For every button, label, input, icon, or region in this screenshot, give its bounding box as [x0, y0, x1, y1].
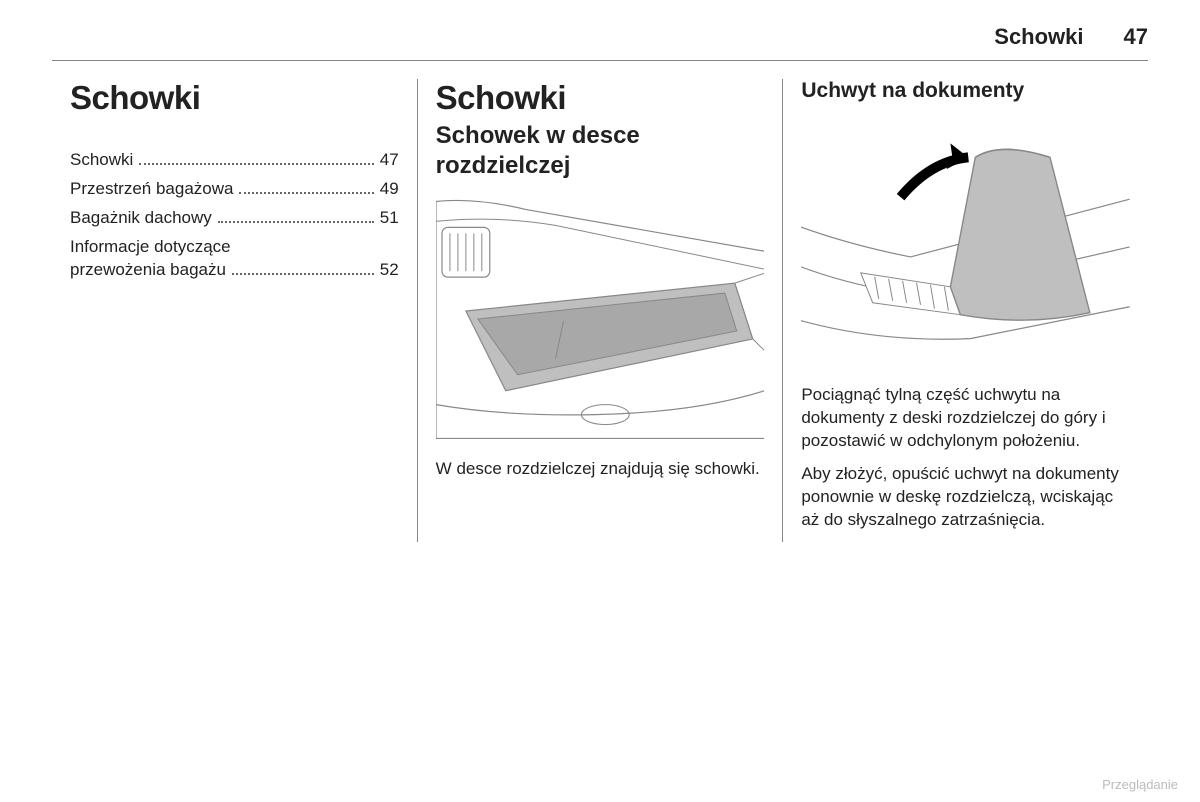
caption-text: W desce rozdzielczej znajdują się schowk… [436, 458, 765, 481]
footer-watermark: Przeglądanie [1102, 777, 1178, 792]
body-text: Aby złożyć, opuścić uchwyt na dokumenty … [801, 463, 1130, 532]
subsection-title: Schowek w desce rozdzielczej [436, 121, 765, 181]
toc-label: Informacje dotyczące [70, 236, 399, 259]
document-holder-illustration [801, 117, 1130, 365]
toc-label: Schowki [70, 149, 133, 172]
toc-page: 47 [380, 149, 399, 172]
section-title: Schowki [436, 79, 765, 117]
header-page-number: 47 [1124, 24, 1148, 50]
toc-page: 49 [380, 178, 399, 201]
page-header: Schowki 47 [52, 24, 1148, 61]
chapter-title: Schowki [70, 79, 399, 117]
toc-dots [218, 221, 374, 223]
body-text: Pociągnąć tylną część uchwytu na dokumen… [801, 384, 1130, 453]
toc-label: Przestrzeń bagażowa [70, 178, 233, 201]
header-section-title: Schowki [994, 24, 1083, 50]
page: Schowki 47 Schowki Schowki 47 Przestrzeń… [0, 0, 1200, 542]
toc-item: Informacje dotyczące przewożenia bagażu … [70, 236, 399, 282]
column-toc: Schowki Schowki 47 Przestrzeń bagażowa 4… [52, 79, 417, 542]
glovebox-illustration [436, 191, 765, 439]
toc-dots [139, 163, 373, 165]
subsection-title: Uchwyt na dokumenty [801, 79, 1130, 103]
toc-label: Bagażnik dachowy [70, 207, 212, 230]
columns: Schowki Schowki 47 Przestrzeń bagażowa 4… [52, 79, 1148, 542]
toc-page: 51 [380, 207, 399, 230]
toc-item: Bagażnik dachowy 51 [70, 207, 399, 230]
toc-item: Schowki 47 [70, 149, 399, 172]
toc-dots [232, 273, 374, 275]
toc-dots [239, 192, 373, 194]
toc-item: Przestrzeń bagażowa 49 [70, 178, 399, 201]
toc-page: 52 [380, 259, 399, 282]
column-right: Uchwyt na dokumenty [782, 79, 1148, 542]
toc-label: przewożenia bagażu [70, 259, 226, 282]
column-middle: Schowki Schowek w desce rozdzielczej [417, 79, 783, 542]
